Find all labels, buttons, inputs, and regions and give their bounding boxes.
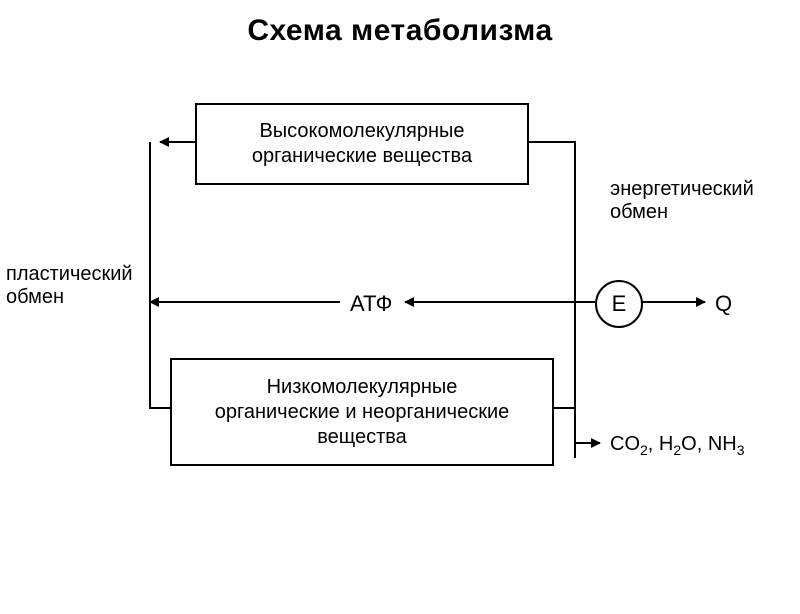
bottom-box-line2: органические и неорганические xyxy=(215,400,510,425)
diagram-canvas: Высокомолекулярные органические вещества… xyxy=(0,48,800,588)
bottom-box-low-molecular: Низкомолекулярные органические и неорган… xyxy=(170,358,554,466)
top-box-line1: Высокомолекулярные xyxy=(259,119,464,144)
label-energy-exchange: энергетический обмен xyxy=(610,178,754,224)
top-box-high-molecular: Высокомолекулярные органические вещества xyxy=(195,103,529,185)
energy-node-label: Е xyxy=(612,291,627,317)
label-q: Q xyxy=(715,291,732,317)
bottom-box-line3: вещества xyxy=(317,425,407,450)
label-plastic-exchange: пластический обмен xyxy=(6,263,133,309)
page-title: Схема метаболизма xyxy=(0,14,800,48)
bottom-box-line1: Низкомолекулярные xyxy=(267,375,458,400)
label-products: CO2, H2O, NH3 xyxy=(610,433,745,458)
top-box-line2: органические вещества xyxy=(252,144,472,169)
energy-node-circle: Е xyxy=(595,280,643,328)
label-atp: АТФ xyxy=(350,291,392,317)
